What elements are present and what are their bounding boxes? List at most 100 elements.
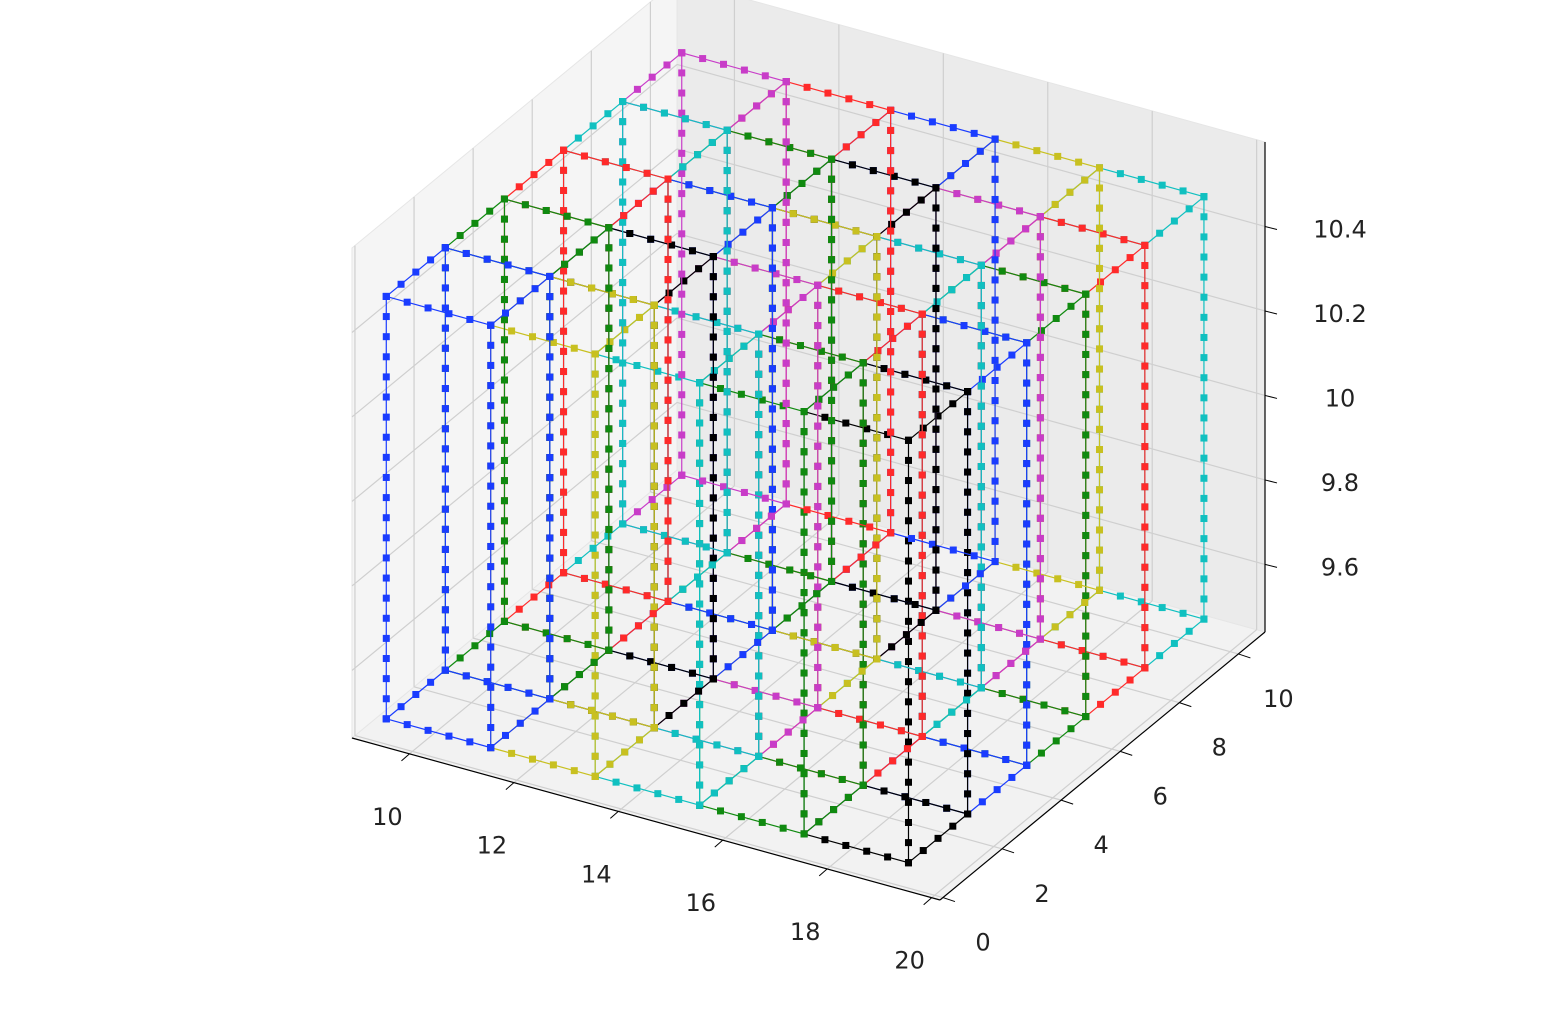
marker [650,704,658,712]
marker [487,422,495,430]
marker [734,747,742,755]
marker [768,485,776,493]
marker [904,718,912,726]
marker [1082,552,1090,560]
marker [1141,543,1149,551]
marker [1082,330,1090,338]
marker [904,698,912,706]
marker [859,500,867,508]
marker [796,764,804,772]
marker [768,264,776,272]
marker [932,284,940,292]
marker [880,365,888,373]
marker [755,451,763,459]
marker [706,609,714,617]
marker [424,304,432,312]
marker [664,396,672,404]
marker [1141,463,1149,471]
marker [918,592,926,600]
marker [678,49,686,57]
marker [601,158,609,166]
marker [1023,681,1031,689]
marker [947,172,955,180]
marker [953,190,961,198]
marker [640,103,648,111]
z-tick [1264,225,1278,230]
marker [902,208,910,216]
marker [977,684,985,692]
marker [800,568,808,576]
marker [1116,170,1124,178]
marker [928,118,936,126]
marker [887,509,895,517]
marker [810,215,818,223]
marker [939,316,947,324]
marker [1116,592,1124,600]
marker [605,405,613,413]
marker [842,565,850,573]
marker [1185,205,1193,213]
marker [1023,379,1031,387]
marker [663,483,671,491]
marker [1066,611,1074,619]
marker [755,370,763,378]
marker [859,580,867,588]
marker [681,537,689,545]
marker [650,583,658,591]
marker [1023,560,1031,568]
marker [1137,598,1145,606]
marker [814,503,822,511]
marker [382,594,390,602]
marker [605,505,613,513]
marker [830,383,838,391]
marker [650,462,658,470]
marker [964,528,972,536]
marker [487,623,495,631]
marker [976,570,984,578]
marker [500,477,508,485]
marker [678,250,686,258]
marker [859,761,867,769]
marker [863,847,871,855]
marker [814,322,822,330]
marker [696,459,704,467]
marker [904,798,912,806]
marker [917,618,925,626]
marker [815,395,823,403]
marker [605,485,613,493]
marker [560,146,568,154]
marker [619,379,627,387]
marker [783,192,791,200]
marker [487,462,495,470]
marker [1057,641,1065,649]
marker [1200,555,1208,563]
marker [842,143,850,151]
marker [947,594,955,602]
marker [560,327,568,335]
marker [835,287,843,295]
marker [740,342,748,350]
marker [932,365,940,373]
marker [1082,471,1090,479]
marker [709,413,717,421]
marker [650,321,658,329]
marker [918,692,926,700]
marker [810,638,818,646]
marker [382,574,390,582]
marker [445,310,453,318]
marker [604,532,612,540]
marker [807,149,815,157]
marker [936,672,944,680]
marker [919,847,927,855]
marker [546,353,554,361]
marker [884,853,892,861]
marker [901,370,909,378]
y-tick-label: 10 [1263,685,1294,713]
marker [725,354,733,362]
marker [934,834,942,842]
marker [591,430,599,438]
marker [901,793,909,801]
marker [887,408,895,416]
marker [591,531,599,539]
marker [828,236,836,244]
